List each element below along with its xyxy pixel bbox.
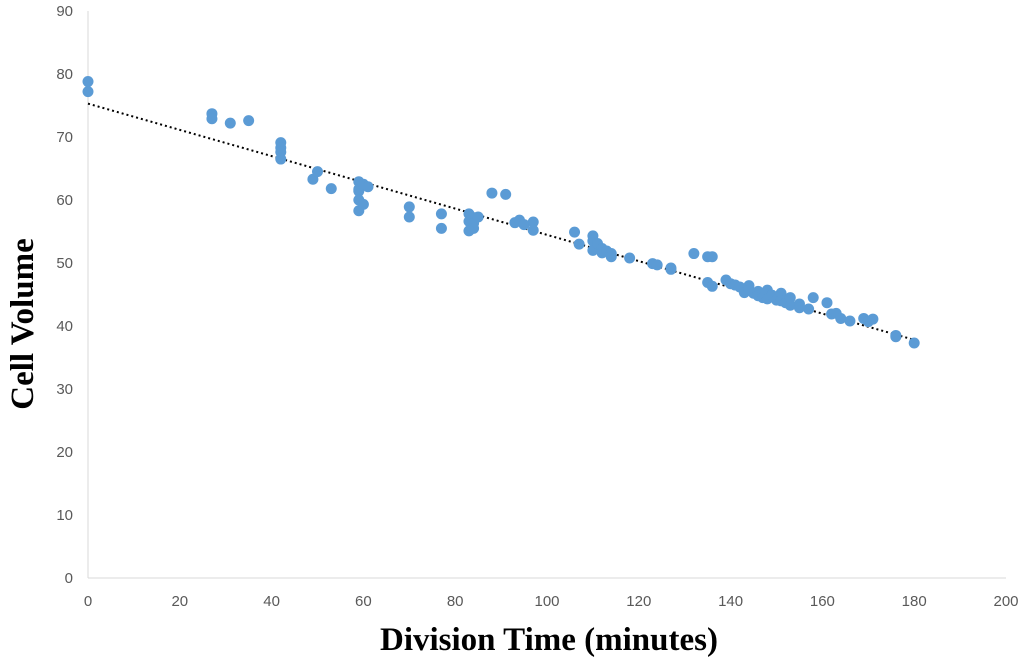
- x-tick-label: 100: [534, 593, 559, 610]
- y-tick-label: 10: [56, 507, 73, 524]
- data-point: [224, 117, 236, 129]
- data-point: [775, 287, 787, 299]
- data-point: [573, 238, 585, 250]
- data-point: [706, 251, 718, 263]
- data-point: [807, 292, 819, 304]
- x-tick-label: 0: [84, 593, 92, 610]
- data-point: [518, 219, 530, 231]
- y-axis-title: Cell Volume: [5, 238, 41, 409]
- data-point: [435, 222, 447, 234]
- data-point: [206, 113, 218, 125]
- data-point: [651, 259, 663, 271]
- data-point: [325, 183, 337, 195]
- data-point: [908, 337, 920, 349]
- data-point: [362, 181, 374, 193]
- x-axis-title: Division Time (minutes): [380, 622, 718, 658]
- y-tick-label: 80: [56, 66, 73, 83]
- data-point: [527, 224, 539, 236]
- data-point: [569, 226, 581, 238]
- data-point: [243, 115, 255, 127]
- data-point: [624, 252, 636, 264]
- y-tick-label: 30: [56, 381, 73, 398]
- y-tick-label: 70: [56, 129, 73, 146]
- y-tick-label: 90: [56, 3, 73, 20]
- x-tick-label: 40: [263, 593, 280, 610]
- x-tick-label: 160: [810, 593, 835, 610]
- data-point: [472, 211, 484, 223]
- data-point: [403, 201, 415, 213]
- data-point: [500, 188, 512, 200]
- data-point: [835, 312, 847, 324]
- data-point: [435, 208, 447, 220]
- data-point: [890, 331, 902, 343]
- data-point: [605, 251, 617, 263]
- x-tick-label: 200: [993, 593, 1018, 610]
- x-tick-label: 180: [902, 593, 927, 610]
- data-point: [867, 313, 879, 325]
- data-point: [527, 216, 539, 228]
- data-point: [821, 297, 833, 309]
- data-point: [463, 225, 475, 237]
- data-point: [793, 302, 805, 314]
- data-point: [844, 315, 856, 327]
- data-point: [784, 299, 796, 311]
- x-tick-label: 120: [626, 593, 651, 610]
- data-point: [665, 263, 677, 275]
- x-tick-label: 60: [355, 593, 372, 610]
- data-point: [357, 198, 369, 210]
- x-axis-tick-labels: 0 20 40 60 80 100 120 140 160 180 200: [84, 593, 1019, 610]
- y-tick-label: 40: [56, 318, 73, 335]
- data-point: [688, 248, 700, 260]
- y-axis-tick-labels: 0 10 20 30 40 50 60 70 80 90: [56, 3, 73, 587]
- data-point: [403, 211, 415, 223]
- data-point: [82, 86, 94, 98]
- data-point: [784, 292, 796, 304]
- data-point: [82, 76, 94, 88]
- y-tick-label: 60: [56, 192, 73, 209]
- y-tick-label: 0: [65, 570, 73, 587]
- data-point: [275, 153, 287, 165]
- x-tick-label: 80: [447, 593, 464, 610]
- data-point: [486, 187, 498, 199]
- data-point: [312, 166, 323, 178]
- y-tick-label: 50: [56, 255, 73, 272]
- y-tick-label: 20: [56, 444, 73, 461]
- data-points: [82, 76, 920, 349]
- x-tick-label: 140: [718, 593, 743, 610]
- data-point: [803, 303, 815, 315]
- data-point: [706, 280, 718, 292]
- x-tick-label: 20: [171, 593, 188, 610]
